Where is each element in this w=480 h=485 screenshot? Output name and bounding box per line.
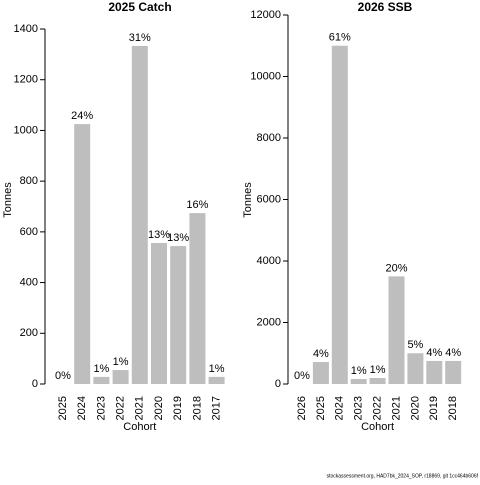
y-tick-label: 1400 (14, 23, 38, 35)
share-label: 13% (148, 229, 170, 241)
chart-title: 2025 Catch (108, 0, 171, 14)
x-axis-label: Cohort (361, 421, 394, 433)
share-label: 20% (385, 262, 407, 274)
share-label: 1% (93, 363, 109, 375)
share-label: 0% (55, 370, 71, 382)
x-tick-label: 2018 (447, 396, 459, 420)
x-axis-label: Cohort (123, 421, 156, 433)
x-tick-label: 2020 (153, 396, 165, 420)
x-tick-label: 2017 (211, 396, 223, 420)
bar (350, 378, 367, 384)
bar (331, 45, 348, 384)
share-label: 4% (313, 348, 329, 360)
bar (312, 362, 329, 384)
share-label: 16% (186, 199, 208, 211)
x-tick-label: 2022 (115, 396, 127, 420)
y-tick-label: 6000 (257, 193, 281, 205)
bar (388, 276, 405, 384)
x-tick-label: 2024 (334, 396, 346, 420)
x-tick-label: 2026 (296, 396, 308, 420)
y-tick-label: 4000 (257, 255, 281, 267)
y-tick-label: 800 (20, 175, 38, 187)
y-tick-label: 0 (275, 378, 281, 390)
share-label: 4% (445, 347, 461, 359)
x-tick-label: 2019 (172, 396, 184, 420)
y-tick-label: 12000 (250, 9, 281, 21)
share-label: 13% (167, 232, 189, 244)
y-axis-label: Tonnes (2, 182, 14, 218)
bar (189, 213, 206, 384)
bar (151, 243, 167, 384)
bar (74, 124, 91, 384)
x-tick-label: 2022 (372, 396, 384, 420)
bar (445, 360, 462, 384)
bar (407, 353, 424, 384)
x-tick-label: 2023 (95, 396, 107, 420)
x-tick-label: 2023 (353, 396, 365, 420)
bar (369, 378, 386, 384)
bar (131, 45, 148, 384)
x-tick-label: 2024 (76, 396, 88, 420)
y-tick-label: 600 (20, 226, 38, 238)
share-label: 0% (294, 370, 310, 382)
share-label: 1% (351, 365, 367, 377)
y-tick-label: 2000 (257, 316, 281, 328)
bar (93, 376, 110, 384)
y-tick-label: 200 (20, 327, 38, 339)
x-tick-label: 2019 (428, 396, 440, 420)
share-label: 31% (129, 32, 151, 44)
bar (208, 376, 225, 384)
x-tick-label: 2020 (409, 396, 421, 420)
y-tick-label: 1000 (14, 124, 38, 136)
bar (170, 246, 187, 384)
share-label: 1% (209, 363, 225, 375)
x-tick-label: 2025 (315, 396, 327, 420)
footer: stockassessment.org, HAD7bk_2024_SOP, r1… (327, 473, 479, 479)
share-label: 4% (426, 347, 442, 359)
y-tick-label: 10000 (250, 70, 281, 82)
share-label: 24% (71, 110, 93, 122)
y-tick-label: 1200 (14, 74, 38, 86)
x-tick-label: 2021 (134, 396, 146, 420)
share-label: 1% (370, 364, 386, 376)
bar (112, 370, 129, 384)
chart-title: 2026 SSB (358, 0, 413, 14)
share-label: 61% (329, 32, 351, 44)
x-tick-label: 2025 (57, 396, 69, 420)
y-tick-label: 400 (20, 276, 38, 288)
bar (426, 360, 443, 384)
y-axis-label: Tonnes (242, 182, 254, 218)
share-label: 1% (113, 356, 129, 368)
y-tick-label: 8000 (257, 132, 281, 144)
x-tick-label: 2021 (390, 396, 402, 420)
y-tick-label: 0 (32, 378, 38, 390)
x-tick-label: 2018 (191, 396, 203, 420)
share-label: 5% (407, 339, 423, 351)
